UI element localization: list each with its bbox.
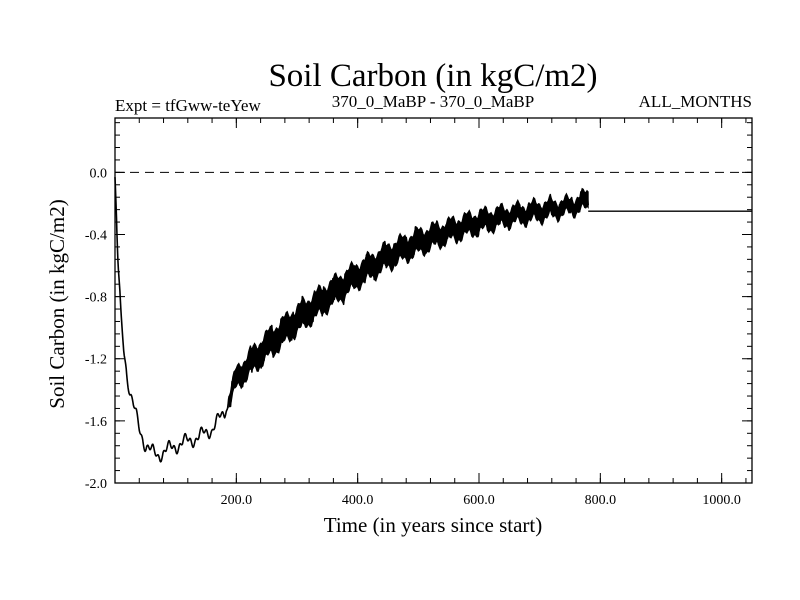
- chart-title: Soil Carbon (in kgC/m2): [268, 58, 597, 94]
- x-tick-label: 400.0: [342, 493, 374, 508]
- chart-subtitle-right: ALL_MONTHS: [639, 92, 752, 111]
- series-line-main: [114, 177, 589, 463]
- y-tick-label: -1.6: [85, 415, 107, 430]
- y-tick-label: -2.0: [85, 477, 107, 492]
- y-tick-label: -0.4: [85, 228, 107, 243]
- x-tick-label: 600.0: [463, 493, 495, 508]
- x-tick-label: 1000.0: [702, 493, 741, 508]
- x-tick-label: 200.0: [221, 493, 253, 508]
- y-tick-label: -0.8: [85, 291, 107, 306]
- chart-subtitle-center: 370_0_MaBP - 370_0_MaBP: [332, 92, 534, 111]
- y-tick-label: -1.2: [85, 353, 107, 368]
- x-axis-label: Time (in years since start): [324, 513, 543, 537]
- x-tick-label: 800.0: [585, 493, 617, 508]
- y-tick-label: 0.0: [90, 166, 108, 181]
- series-band-layer: [228, 187, 589, 408]
- axis-ticks: 0.0 -0.4 -0.8 -1.2 -1.6 -2.0 200.0 400.0 600.0 80…: [85, 118, 752, 508]
- series-band-fill: [228, 187, 589, 408]
- chart-subtitle-left: Expt = tfGww-teYew: [115, 96, 261, 115]
- series-line-layer: [114, 177, 752, 463]
- y-axis-label: Soil Carbon (in kgC/m2): [45, 199, 69, 408]
- plot-frame: [114, 117, 753, 484]
